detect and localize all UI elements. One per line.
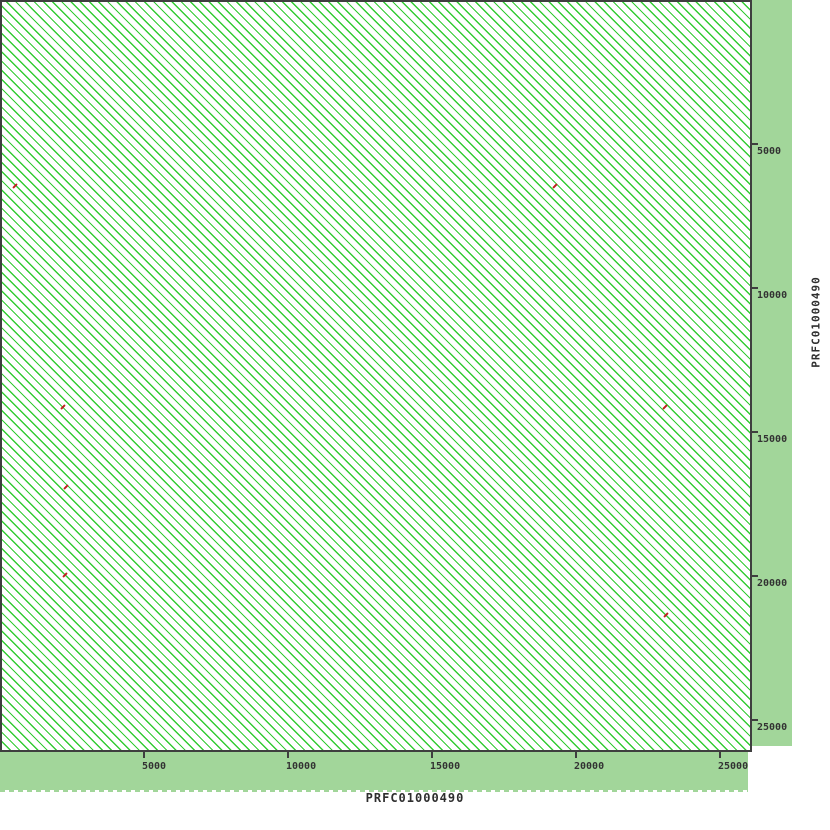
x-tick-label: 10000 (286, 761, 317, 772)
x-tick-label: 25000 (718, 761, 749, 772)
y-tick-label: 20000 (757, 578, 788, 589)
y-tick-mark (752, 143, 758, 145)
y-tick-mark (752, 575, 758, 577)
x-tick-mark (431, 752, 433, 758)
x-tick-mark (143, 752, 145, 758)
y-axis-band (752, 0, 792, 746)
x-tick-mark (719, 752, 721, 758)
y-axis-title: PRFC01000490 (809, 276, 823, 368)
x-tick-mark (575, 752, 577, 758)
y-tick-label: 15000 (757, 434, 788, 445)
forward-match-hatch (2, 2, 750, 750)
x-tick-label: 20000 (574, 761, 605, 772)
x-axis-band-torn-edge (0, 790, 748, 792)
x-tick-mark (287, 752, 289, 758)
x-tick-label: 15000 (430, 761, 461, 772)
plot-frame (0, 0, 752, 752)
x-axis-title: PRFC01000490 (365, 791, 465, 805)
y-tick-label: 25000 (757, 722, 788, 733)
y-tick-mark (752, 719, 758, 721)
x-tick-label: 5000 (142, 761, 167, 772)
y-tick-mark (752, 431, 758, 433)
x-axis-band (0, 752, 748, 790)
y-tick-label: 10000 (757, 290, 788, 301)
y-tick-mark (752, 287, 758, 289)
y-tick-label: 5000 (757, 146, 782, 157)
